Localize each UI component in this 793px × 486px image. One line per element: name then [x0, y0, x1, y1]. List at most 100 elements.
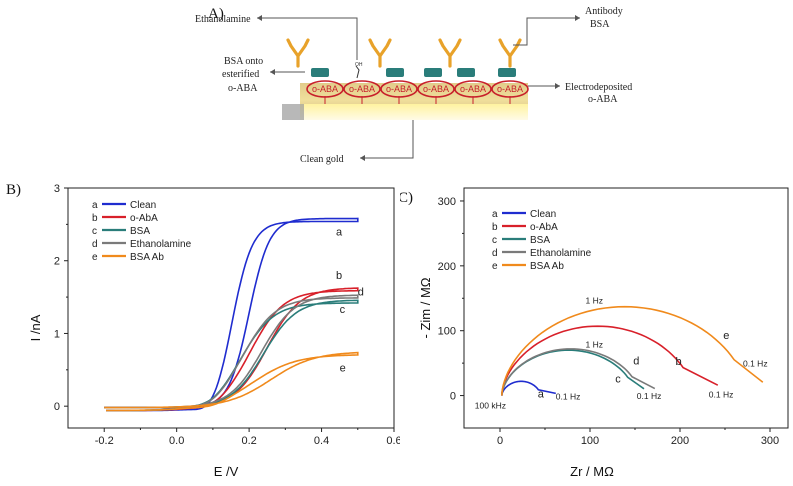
- antibody-arm: [368, 38, 392, 68]
- o-aba-label: o-ABA: [497, 84, 523, 94]
- antibody-y: [368, 38, 392, 68]
- x-tick-label: 200: [671, 435, 689, 447]
- bsa-protein: [457, 68, 475, 77]
- x-tick-label: 0.6: [386, 435, 400, 447]
- legend-name: Clean: [530, 209, 556, 220]
- curve-letter-d: d: [358, 287, 364, 299]
- annotation-peak-d: 1 Hz: [586, 340, 603, 350]
- bsa-onto-callout-3: o-ABA: [228, 83, 258, 94]
- annotation-peak-e: 1 Hz: [586, 295, 603, 305]
- legend-letter: a: [492, 209, 498, 220]
- plot-frame: [463, 187, 789, 429]
- nyquist-curve-e: [501, 305, 764, 396]
- y-tick-label: 300: [438, 196, 456, 208]
- oh-label: OH: [355, 62, 363, 68]
- legend-name: Ethanolamine: [530, 248, 592, 259]
- nyquist-curve-d: [501, 348, 656, 396]
- panel-c-annotations: 100 kHz 0.1 Hz 0.1 Hz 0.1 Hz 0.1 Hz 1 Hz 1 Hz a…: [475, 295, 768, 410]
- panel-b-curve-labels: a b cd e: [336, 226, 364, 374]
- panel-c-ylabel: - Zim / MΩ: [418, 277, 433, 338]
- o-aba-ellipse: [491, 80, 529, 98]
- curve-letter-a: a: [336, 226, 343, 238]
- legend-letter: d: [92, 239, 98, 250]
- antibody-y: [286, 38, 310, 68]
- o-aba-label: o-ABA: [386, 84, 412, 94]
- annotation-letter-e: e: [723, 330, 729, 342]
- antibody-arm: [438, 38, 462, 68]
- legend-letter: c: [492, 235, 497, 246]
- o-aba-label: o-ABA: [312, 84, 338, 94]
- legend-name: o-AbA: [530, 222, 558, 233]
- o-aba-label: o-ABA: [423, 84, 449, 94]
- bsa-protein: [386, 68, 404, 77]
- annotation-letter-d: d: [633, 355, 639, 367]
- o-aba-ellipse: [454, 80, 492, 98]
- annotation-letter-c: c: [615, 374, 621, 386]
- o-aba-label: o-ABA: [349, 84, 375, 94]
- bsa-protein: [424, 68, 442, 77]
- panel-c-legend: a Clean b o-AbA c BSA d Ethanolamine e BSA Ab: [492, 209, 592, 272]
- y-tick-label: 2: [54, 256, 60, 268]
- annotation-lf-c: 0.1 Hz: [637, 391, 662, 401]
- o-aba-label: o-ABA: [460, 84, 486, 94]
- y-tick-label: 0: [54, 401, 60, 413]
- electrodeposited-callout-2: o-ABA: [588, 94, 618, 105]
- legend-letter: d: [492, 248, 498, 259]
- antibody-arm: [286, 38, 310, 68]
- ethanolamine-chain: [355, 65, 360, 79]
- panel-b-ylabel: I /nA: [28, 314, 43, 341]
- legend-name: BSA: [530, 235, 550, 246]
- panel-b-xlabel: E /V: [214, 464, 239, 479]
- bsa-protein: [311, 68, 329, 77]
- y-tick-label: 0: [450, 391, 456, 403]
- bsa-protein-row: [311, 68, 516, 77]
- nyquist-curve-a: [501, 380, 556, 396]
- x-tick-label: 0.0: [169, 435, 184, 447]
- legend-letter: b: [492, 222, 498, 233]
- antibody-arm: [498, 38, 522, 68]
- curve-letter-e: e: [340, 362, 346, 374]
- legend-name: o-AbA: [130, 213, 158, 224]
- cv-curve-d: [104, 294, 359, 412]
- nyquist-curve-c: [501, 349, 645, 396]
- ethanolamine-callout: Ethanolamine: [195, 14, 251, 25]
- callout-arrowheads: [257, 15, 580, 161]
- plot-frame: [67, 187, 395, 429]
- o-aba-ellipse: [417, 80, 455, 98]
- x-tick-label: 0.2: [241, 435, 256, 447]
- panel-a-schematic: A) o-ABA o-ABA o-ABA o-ABA o-ABA o-ABA OH Eth…: [195, 6, 632, 165]
- callout-lines: [257, 17, 580, 159]
- annotation-lf-b: 0.1 Hz: [709, 390, 734, 400]
- bsa-onto-callout-1: BSA onto: [224, 56, 263, 67]
- x-tick-label: -0.2: [95, 435, 114, 447]
- electrode-shadow: [282, 104, 304, 120]
- legend-name: Clean: [130, 200, 156, 211]
- x-tick-label: 0.4: [314, 435, 329, 447]
- y-tick-label: 3: [54, 183, 60, 195]
- legend-name: BSA Ab: [130, 252, 164, 263]
- panel-b-curves: [104, 217, 359, 412]
- y-tick-label: 200: [438, 261, 456, 273]
- electrode-glow: [300, 104, 528, 120]
- panel-c-nyquist-chart: C) Zr / MΩ - Zim / MΩ 0 0 100 100 200 200 300 3…: [400, 187, 789, 479]
- antibody-y: [438, 38, 462, 68]
- legend-name: BSA Ab: [530, 261, 564, 272]
- antibody-callout: Antibody: [585, 6, 623, 17]
- o-aba-ellipse-row: o-ABA o-ABA o-ABA o-ABA o-ABA o-ABA: [306, 80, 529, 104]
- cv-curve-c: [104, 299, 359, 412]
- legend-name: Ethanolamine: [130, 239, 192, 250]
- annotation-hf: 100 kHz: [475, 401, 506, 411]
- clean-gold-callout: Clean gold: [300, 154, 344, 165]
- x-tick-label: 100: [581, 435, 599, 447]
- cv-curve-e: [104, 351, 359, 412]
- legend-letter: a: [92, 200, 98, 211]
- legend-letter: b: [92, 213, 98, 224]
- bsa-onto-callout-2: esterified: [222, 69, 259, 80]
- panel-b-cv-chart: B) E /V I /nA -0.2 0.0 0.2 0.4 0.6 0 1 2 3 a Clea…: [6, 182, 400, 479]
- nyquist-curve-b: [501, 325, 719, 396]
- panel-c-axes: 0 0 100 100 200 200 300 300: [438, 187, 789, 447]
- legend-name: BSA: [130, 226, 150, 237]
- panel-a-label: A): [208, 6, 224, 22]
- bsa-protein: [498, 68, 516, 77]
- o-aba-ellipse: [380, 80, 418, 98]
